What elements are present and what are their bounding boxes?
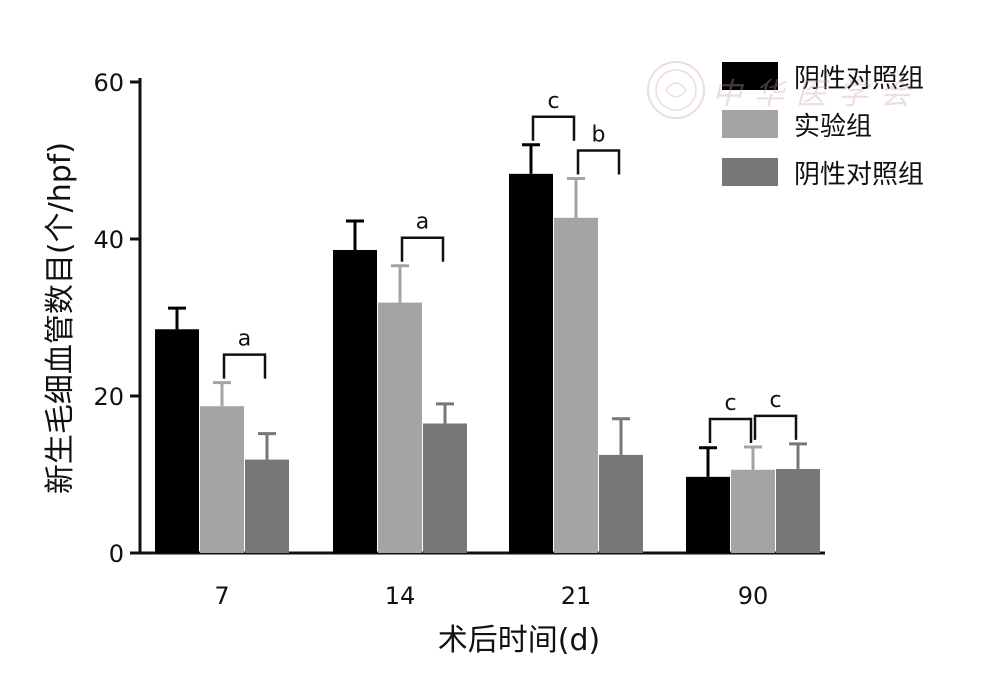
significance-markers: a a c b c c: [222, 89, 798, 444]
bar: [245, 459, 289, 553]
watermark-text: 中华医学会: [712, 77, 922, 112]
bar: [509, 173, 553, 553]
significance-bracket: [531, 115, 576, 141]
legend-swatch: [722, 158, 778, 186]
significance-bracket: [400, 236, 445, 262]
bar: [333, 249, 377, 554]
legend-label: 阴性对照组: [794, 64, 924, 94]
significance-bracket: [576, 149, 621, 175]
legend-swatch: [722, 62, 778, 90]
bar: [554, 217, 598, 553]
x-tick-label: 7: [214, 582, 229, 610]
bar: [378, 302, 422, 553]
bar: [423, 423, 467, 553]
x-tick-label: 90: [738, 582, 769, 610]
y-tick-label: 20: [93, 383, 124, 411]
y-tick-label: 60: [93, 69, 124, 97]
significance-label: c: [547, 89, 559, 114]
significance-label: a: [416, 210, 429, 235]
significance-label: b: [592, 123, 606, 148]
y-tick-label: 0: [109, 540, 124, 568]
x-tick-label: 14: [385, 582, 416, 610]
legend-label: 实验组: [794, 112, 872, 142]
y-axis-title: 新生毛细血管数目(个/hpf): [43, 142, 78, 494]
significance-bracket: [708, 417, 753, 444]
legend-label: 阴性对照组: [794, 160, 924, 190]
bar: [599, 454, 643, 553]
significance-label: a: [238, 327, 251, 352]
y-tick-label: 40: [93, 226, 124, 254]
bar: [731, 469, 775, 553]
x-tick-label: 21: [561, 582, 592, 610]
significance-bracket: [222, 353, 267, 379]
legend-swatch: [722, 110, 778, 138]
bar: [776, 469, 820, 553]
x-axis-title: 术后时间(d): [438, 623, 600, 658]
bar: [686, 476, 730, 553]
significance-label: c: [769, 388, 781, 413]
significance-bracket: [753, 414, 798, 440]
bars: [155, 143, 820, 554]
bar: [200, 406, 244, 553]
watermark-seal: 中华医学会: [647, 61, 922, 119]
significance-label: c: [724, 391, 736, 416]
bar: [155, 329, 199, 553]
